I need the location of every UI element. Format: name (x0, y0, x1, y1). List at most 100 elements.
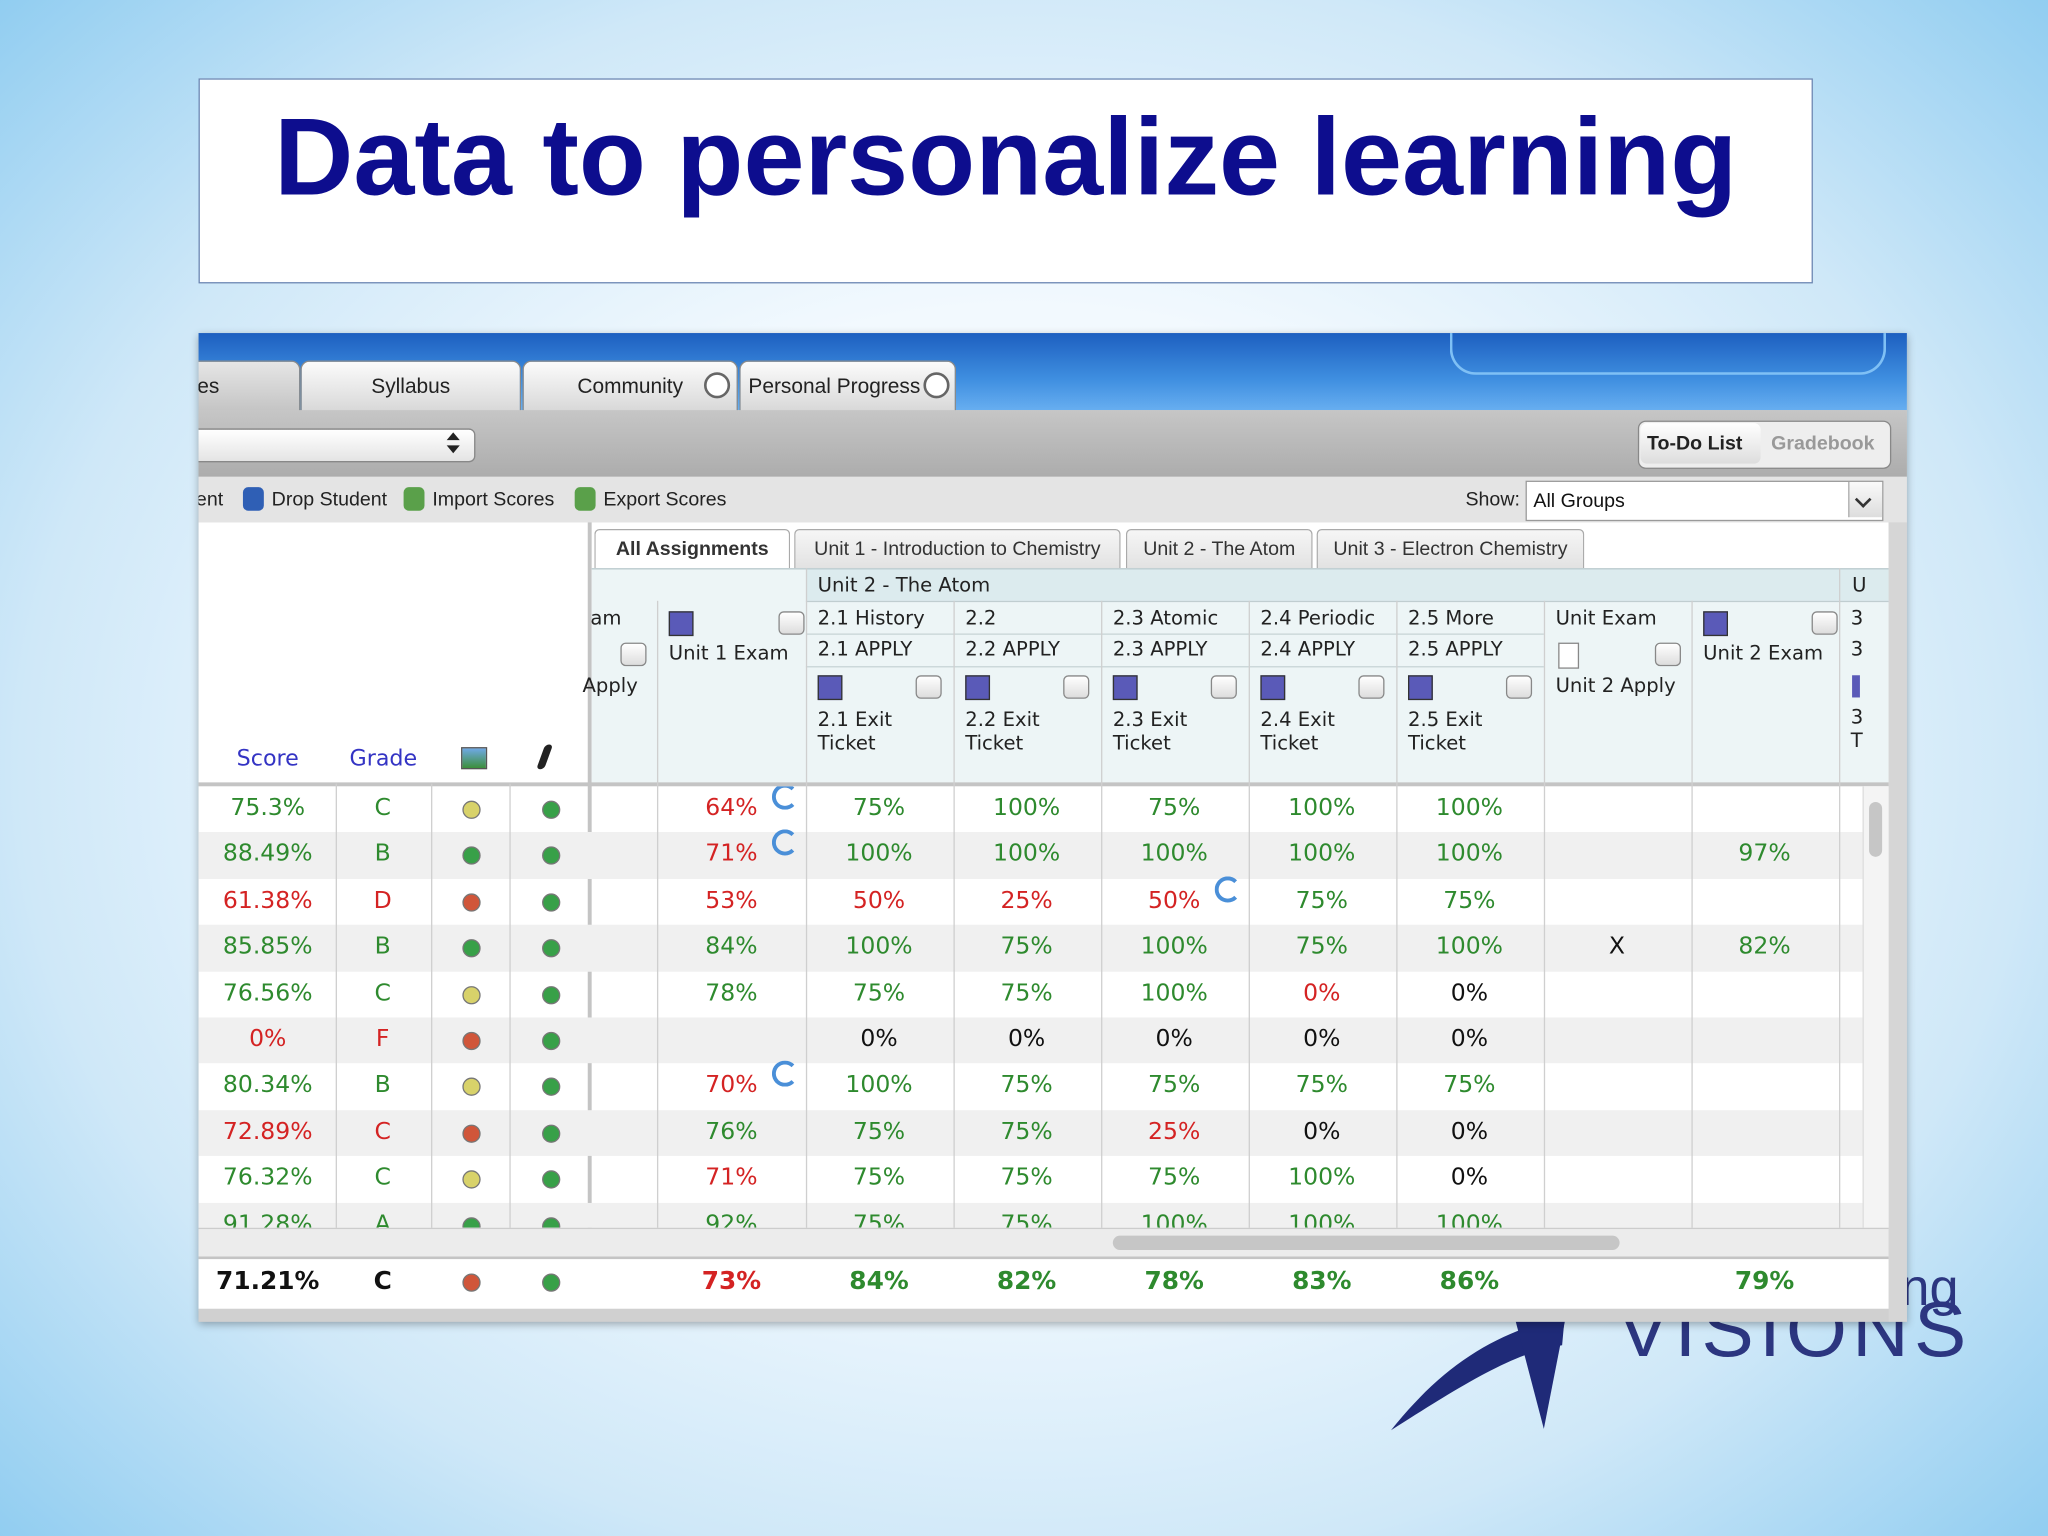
menu-button[interactable] (1358, 675, 1385, 699)
summary-header: Score (236, 745, 299, 772)
grade-cell: B (374, 1071, 391, 1099)
toolbar-action: ent (198, 488, 224, 511)
toolbar-icon (574, 487, 596, 511)
assignment-tab[interactable]: All Assignments (594, 528, 791, 569)
toolbar-action[interactable]: Export Scores (603, 488, 727, 511)
status-dot (462, 1124, 481, 1143)
column-header: Unit 1 Exam (668, 641, 789, 665)
grade-cell: C (374, 1117, 391, 1146)
header-rule (1396, 633, 1544, 635)
grade-cell: 100% (1140, 932, 1208, 961)
nav-tab[interactable]: Community (522, 360, 738, 412)
nav-tab[interactable]: Personal Progress (739, 360, 957, 412)
tab-clock-icon (923, 372, 950, 399)
grade-cell: 75% (1000, 932, 1053, 961)
menu-button[interactable] (620, 642, 647, 667)
select-arrows (446, 445, 460, 454)
toolbar-icon (403, 487, 425, 511)
toolbar-action[interactable]: Import Scores (432, 488, 555, 511)
menu-bar (198, 410, 1907, 477)
column-rule (1248, 600, 1250, 1309)
grade-cell: 71% (705, 1163, 758, 1192)
retake-icon (771, 786, 799, 810)
nav-tab[interactable]: Syllabus (300, 360, 522, 412)
menu-button[interactable] (1063, 675, 1090, 699)
menu-button[interactable] (1654, 642, 1681, 667)
help-icon (817, 675, 843, 701)
grade-cell: 75% (1443, 1071, 1496, 1099)
column-header: 3 (1850, 637, 1864, 661)
course-select[interactable] (198, 428, 476, 463)
toggle-option[interactable]: Gradebook (1771, 432, 1875, 455)
tab-label: Community (577, 376, 684, 399)
logo-text: ng (1900, 1259, 1959, 1317)
status-dot (542, 1170, 561, 1189)
scroll-thumb[interactable] (1869, 801, 1883, 857)
scroll-thumb[interactable] (1112, 1235, 1620, 1250)
column-header: 2.3 Atomic (1112, 606, 1219, 630)
header-rule (953, 666, 1102, 668)
assignment-tab-label: Unit 1 - Introduction to Chemistry (814, 538, 1101, 561)
menu-button[interactable] (1210, 675, 1237, 699)
status-dot (462, 1078, 481, 1097)
menu-button[interactable] (915, 675, 942, 699)
group-select-value[interactable]: All Groups (1533, 489, 1625, 512)
grade-cell: C (373, 1266, 392, 1296)
grade-cell: 75% (1295, 1071, 1348, 1099)
grade-cell: 0% (1155, 1025, 1193, 1053)
column-header: 2.5 APPLY (1407, 637, 1503, 661)
grade-cell: A (374, 1210, 391, 1228)
retake-icon (771, 829, 799, 857)
assignment-tab[interactable]: Unit 2 - The Atom (1125, 528, 1313, 569)
grade-cell: 88.49% (222, 840, 313, 868)
help-icon (1703, 611, 1728, 637)
right-edge (1888, 522, 1907, 1322)
grade-cell: 78% (1144, 1266, 1204, 1296)
status-dot (542, 1031, 561, 1051)
toggle-option[interactable]: To-Do List (1647, 432, 1743, 455)
assignment-tab[interactable]: Unit 1 - Introduction to Chemistry (794, 528, 1121, 569)
unit-header: Unit 2 - The Atom (817, 573, 991, 597)
toggle-active (1640, 423, 1761, 464)
status-dot (542, 1216, 561, 1228)
menu-button[interactable] (778, 611, 805, 635)
status-dot (462, 846, 481, 866)
toolbar-action[interactable]: Drop Student (271, 488, 388, 511)
unit-row (805, 569, 1889, 601)
group-select[interactable] (1525, 480, 1884, 522)
status-dot (462, 1170, 481, 1189)
grade-cell: 76% (705, 1117, 758, 1146)
grade-cell: C (374, 979, 391, 1007)
menu-button[interactable] (1811, 611, 1838, 635)
grade-cell: 91.28% (222, 1210, 313, 1228)
grade-cell: 92% (705, 1210, 758, 1228)
column-rule (1691, 600, 1693, 1309)
assignment-tab[interactable]: Unit 3 - Electron Chemistry (1316, 528, 1585, 569)
grade-cell: 61.38% (222, 886, 313, 915)
column-header: 2.1 Exit Ticket (817, 707, 893, 755)
grade-cell: 75% (1295, 932, 1348, 961)
grade-cell: 76.56% (222, 979, 313, 1007)
grade-cell: 0% (1303, 979, 1341, 1007)
status-dot (542, 985, 561, 1004)
assignment-tab-label: Unit 2 - The Atom (1143, 538, 1296, 561)
slide-title: Data to personalize learning (274, 95, 1738, 219)
status-dot (462, 939, 481, 958)
status-dot (542, 893, 561, 912)
grade-cell: 100% (1140, 979, 1208, 1007)
column-header: 2.5 More (1407, 606, 1494, 630)
grade-cell: 100% (1435, 1210, 1503, 1228)
column-rule (509, 783, 511, 1309)
grade-cell: 100% (1288, 1210, 1356, 1228)
column-header: Unit 2 Exam (1703, 641, 1824, 665)
column-header: 2.2 (965, 606, 997, 630)
status-dot (542, 939, 561, 958)
grade-cell: 100% (845, 1071, 913, 1099)
grade-cell: 75% (1148, 794, 1201, 822)
status-dot (542, 1124, 561, 1143)
header-rule (1101, 666, 1249, 668)
assignment-tab-label: All Assignments (615, 538, 769, 561)
nav-tab[interactable]: es (198, 360, 301, 412)
grade-cell: 97% (1738, 840, 1791, 868)
menu-button[interactable] (1505, 675, 1533, 699)
